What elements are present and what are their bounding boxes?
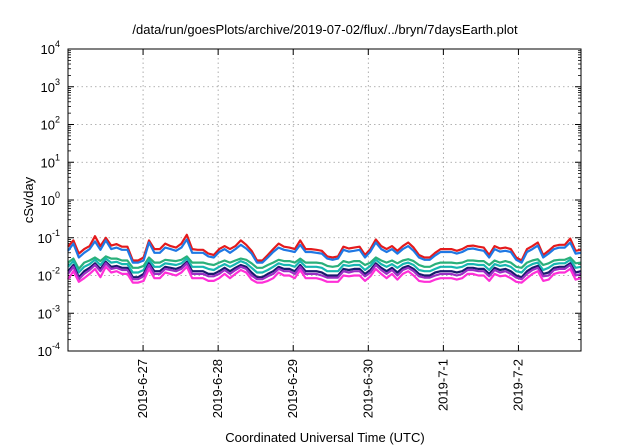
y-tick-label: 10-4 xyxy=(38,341,60,359)
x-tick-label: 2019-6-30 xyxy=(360,359,375,418)
x-tick-label: 2019-7-1 xyxy=(435,359,450,411)
series-group xyxy=(67,233,582,284)
y-tick-label: 104 xyxy=(41,39,60,57)
y-axis-label: cSv/day xyxy=(21,176,36,223)
y-tick-label: 103 xyxy=(41,77,60,95)
series-line xyxy=(67,238,582,264)
grid xyxy=(68,48,581,352)
x-tick-labels: 2019-6-27 2019-6-28 2019-6-29 2019-6-30 2019… xyxy=(135,359,525,418)
y-tick-labels: 104 103 102 101 100 10-1 10-2 10-3 10-4 xyxy=(38,39,60,359)
x-tick-label: 2019-7-2 xyxy=(510,359,525,411)
series-line xyxy=(67,233,582,262)
x-tick-label: 2019-6-28 xyxy=(210,359,225,418)
x-tick-label: 2019-6-29 xyxy=(285,359,300,418)
y-tick-label: 10-2 xyxy=(38,266,60,284)
series-line xyxy=(67,265,582,284)
series-line xyxy=(67,260,582,279)
y-tick-label: 102 xyxy=(41,115,60,133)
chart-title: /data/run/goesPlots/archive/2019-07-02/f… xyxy=(132,22,518,37)
x-axis-label: Coordinated Universal Time (UTC) xyxy=(225,430,424,445)
y-tick-label: 101 xyxy=(41,152,60,170)
y-tick-label: 10-1 xyxy=(38,228,60,246)
series-line xyxy=(67,262,582,281)
y-tick-label: 10-3 xyxy=(38,303,60,321)
plot-frame xyxy=(67,48,582,352)
y-tick-label: 100 xyxy=(41,190,60,208)
series-line xyxy=(67,255,582,270)
x-tick-label: 2019-6-27 xyxy=(135,359,150,418)
series-line xyxy=(67,257,582,274)
